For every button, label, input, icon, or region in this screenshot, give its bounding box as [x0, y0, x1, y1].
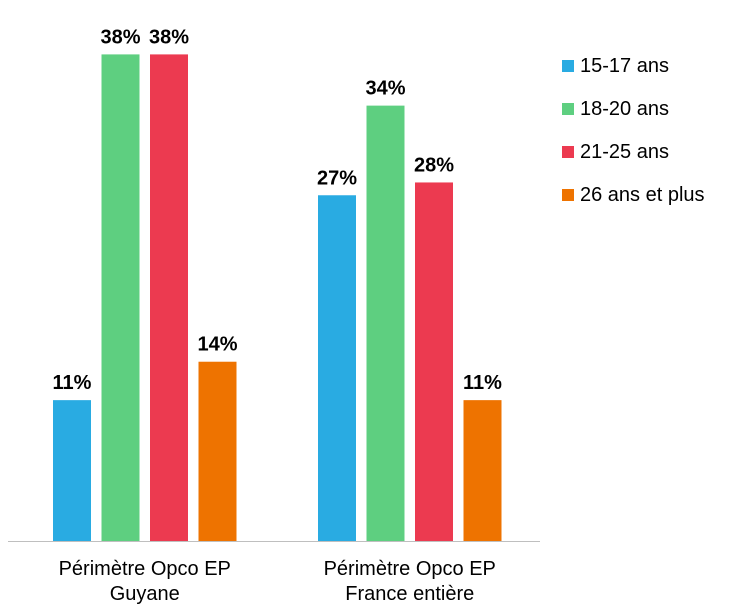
- legend-label: 26 ans et plus: [580, 184, 705, 206]
- value-label-2-1: 38%: [100, 26, 140, 48]
- value-label-4-2: 11%: [463, 372, 502, 394]
- bar-3-2: [415, 182, 453, 542]
- legend-swatch: [562, 103, 574, 115]
- legend-swatch: [562, 146, 574, 158]
- legend-swatch: [562, 60, 574, 72]
- bars: [53, 54, 502, 542]
- bar-3-1: [150, 54, 188, 542]
- value-label-3-2: 28%: [414, 154, 454, 176]
- legend-item-1: 15-17 ans: [562, 55, 669, 77]
- bar-4-1: [198, 361, 237, 541]
- legend-label: 18-20 ans: [580, 98, 669, 120]
- category-label-1: Périmètre Opco EP Guyane: [59, 558, 231, 605]
- category-label-2: Périmètre Opco EP France entière: [324, 558, 496, 605]
- value-label-3-1: 38%: [149, 26, 189, 48]
- legend-item-2: 18-20 ans: [562, 98, 669, 120]
- value-label-1-1: 11%: [53, 372, 92, 394]
- bar-1-2: [318, 195, 356, 541]
- value-label-2-2: 34%: [365, 78, 405, 100]
- legend-item-4: 26 ans et plus: [562, 184, 705, 206]
- value-label-4-1: 14%: [197, 334, 237, 356]
- value-labels: 11% 38% 38% 14% 27% 34% 28% 11%: [53, 26, 503, 394]
- bar-4-2: [463, 400, 502, 541]
- legend-item-3: 21-25 ans: [562, 141, 669, 163]
- bar-2-1: [101, 54, 140, 542]
- value-label-1-2: 27%: [317, 167, 357, 189]
- legend-swatch: [562, 189, 574, 201]
- category-labels: Périmètre Opco EP Guyane Périmètre Opco EP…: [59, 558, 496, 605]
- legend-label: 21-25 ans: [580, 141, 669, 163]
- legend: 15-17 ans 18-20 ans 21-25 ans 26 ans et plu…: [562, 55, 705, 206]
- bar-1-1: [53, 400, 91, 541]
- bar-2-2: [366, 105, 405, 541]
- legend-label: 15-17 ans: [580, 55, 669, 77]
